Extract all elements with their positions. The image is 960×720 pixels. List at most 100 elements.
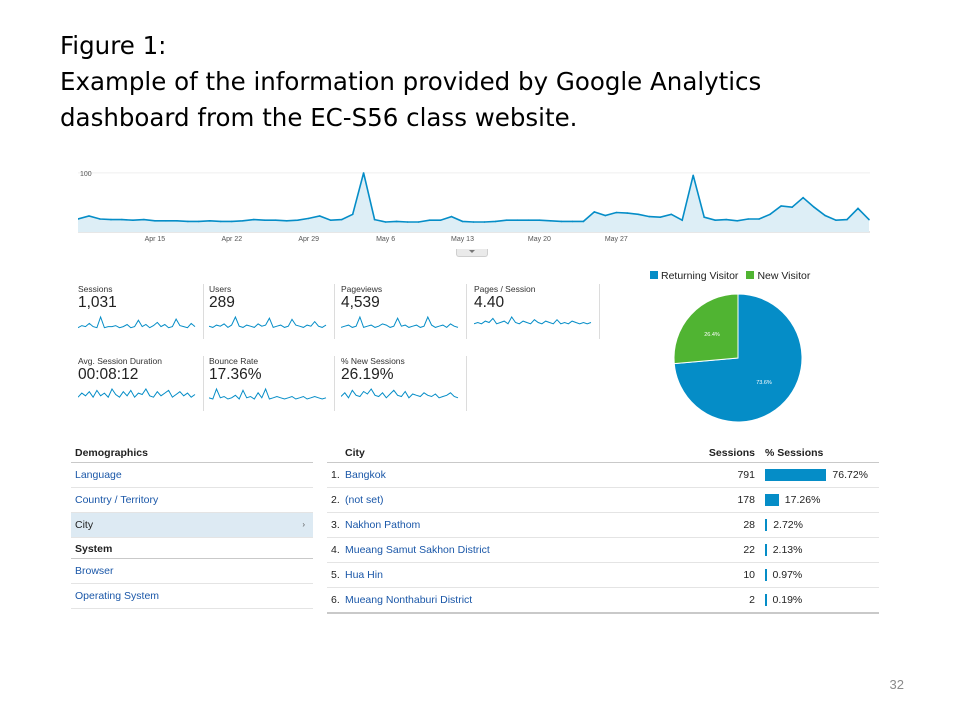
timeline-point: [121, 218, 123, 221]
table-row: 6. Mueang Nonthaburi District 2 0.19%: [327, 588, 879, 614]
metric-tile[interactable]: Avg. Session Duration 00:08:12: [78, 356, 204, 411]
timeline-point: [637, 213, 640, 216]
sessions-percent: 2.13%: [772, 544, 803, 556]
demographics-heading: Demographics: [71, 444, 313, 463]
metric-label: Sessions: [78, 284, 113, 294]
sparkline-path: [341, 388, 459, 399]
column-header-city[interactable]: City: [345, 447, 365, 459]
page-number: 32: [889, 677, 904, 692]
metric-value: 00:08:12: [78, 366, 139, 383]
metric-tile[interactable]: Sessions 1,031: [78, 284, 204, 339]
metric-value: 4.40: [474, 294, 505, 311]
slide-title: Figure 1: Example of the information pro…: [60, 28, 920, 136]
pie-slice-label: 73.6%: [756, 380, 772, 386]
sessions-percent: 17.26%: [784, 494, 821, 506]
column-header-sessions[interactable]: Sessions: [708, 447, 755, 459]
metric-sparkline: [341, 315, 459, 329]
table-row: 1. Bangkok 791 76.72%: [327, 463, 879, 488]
metric-tile[interactable]: Pages / Session 4.40: [474, 284, 600, 339]
metric-tile[interactable]: Bounce Rate 17.36%: [209, 356, 335, 411]
legend-label: Returning Visitor: [661, 270, 739, 282]
sessions-timeline-chart: 100 Apr 15 Apr 22 Apr 29 May 6 May 13 May 20 Ma…: [78, 171, 870, 243]
row-rank: 3.: [331, 519, 340, 531]
timeline-point: [483, 221, 486, 223]
timeline-point: [307, 217, 310, 220]
row-rank: 4.: [331, 544, 340, 556]
title-line: Example of the information provided by G…: [60, 67, 762, 96]
x-axis-label: May 27: [605, 236, 628, 243]
timeline-point: [747, 218, 749, 220]
metric-tile[interactable]: Pageviews 4,539: [341, 284, 467, 339]
city-link[interactable]: (not set): [345, 494, 384, 506]
timeline-collapse-handle[interactable]: [456, 249, 488, 257]
title-line: dashboard from the EC-S56 class website.: [60, 103, 578, 132]
metric-sparkline: [209, 387, 327, 400]
timeline-point: [406, 221, 409, 223]
timeline-point: [791, 206, 793, 208]
timeline-point: [264, 219, 266, 221]
timeline-point: [549, 220, 552, 222]
timeline-point: [846, 218, 848, 221]
timeline-point: [88, 215, 90, 217]
metric-tile[interactable]: % New Sessions 26.19%: [341, 356, 467, 411]
timeline-point: [340, 218, 343, 221]
timeline-point: [154, 220, 156, 222]
row-rank: 6.: [331, 594, 340, 606]
timeline-point: [560, 220, 563, 223]
metric-label: % New Sessions: [341, 356, 405, 366]
city-link[interactable]: Bangkok: [345, 469, 386, 481]
sessions-share-bar: [765, 519, 768, 531]
demographics-link-label: City: [75, 519, 94, 531]
table-body: 1. Bangkok 791 76.72% 2. (not set) 178 17.26% 3.…: [327, 463, 879, 614]
timeline-point: [275, 219, 277, 221]
legend-swatch: [650, 271, 658, 279]
demographics-link-language[interactable]: Language: [71, 463, 313, 488]
timeline-point: [593, 211, 596, 213]
demographics-panel: Demographics Language Country / Territor…: [71, 444, 313, 609]
sparkline-path: [78, 387, 196, 399]
table-row: 5. Hua Hin 10 0.97%: [327, 563, 879, 588]
sparkline-path: [209, 387, 327, 400]
system-link-os[interactable]: Operating System: [71, 584, 313, 609]
metric-value: 289: [209, 294, 235, 311]
sessions-value: 22: [743, 544, 755, 556]
city-link[interactable]: Hua Hin: [345, 569, 383, 581]
table-header: City Sessions % Sessions: [327, 444, 879, 463]
timeline-point: [670, 213, 673, 216]
x-axis-label: May 13: [451, 236, 474, 243]
timeline-point: [132, 219, 134, 221]
metric-tile[interactable]: Users 289: [209, 284, 335, 339]
metric-sparkline: [209, 315, 327, 329]
row-rank: 1.: [331, 469, 340, 481]
system-link-browser[interactable]: Browser: [71, 559, 313, 584]
demographics-link-city[interactable]: City ›: [71, 513, 313, 538]
chevron-right-icon: ›: [302, 520, 305, 529]
sessions-value: 791: [737, 469, 755, 481]
timeline-point: [209, 220, 211, 222]
legend-label: New Visitor: [757, 270, 811, 282]
title-line: Figure 1:: [60, 31, 167, 60]
table-row: 2. (not set) 178 17.26%: [327, 488, 879, 513]
sessions-percent: 2.72%: [773, 519, 803, 531]
timeline-point: [373, 218, 376, 221]
legend-swatch: [746, 271, 755, 279]
city-link[interactable]: Mueang Samut Sakhon District: [345, 544, 490, 556]
timeline-point: [769, 213, 771, 216]
city-link[interactable]: Nakhon Pathom: [345, 519, 421, 531]
timeline-point: [461, 220, 464, 223]
x-axis-label: Apr 15: [145, 236, 166, 243]
city-link[interactable]: Mueang Nonthaburi District: [345, 594, 473, 606]
legend-item-returning[interactable]: Returning Visitor: [650, 270, 738, 282]
sessions-percent: 0.97%: [772, 569, 803, 581]
demographics-link-country[interactable]: Country / Territory: [71, 488, 313, 513]
x-axis-label: May 20: [528, 236, 551, 243]
legend-item-new[interactable]: New Visitor: [746, 270, 810, 282]
timeline-point: [802, 196, 804, 199]
timeline-point: [165, 220, 167, 222]
column-header-pct-sessions[interactable]: % Sessions: [765, 447, 824, 459]
metric-value: 26.19%: [341, 366, 394, 383]
x-axis-label: Apr 29: [298, 236, 319, 243]
timeline-point: [692, 174, 694, 177]
sessions-share-bar: [765, 494, 779, 506]
timeline-point: [253, 218, 255, 221]
